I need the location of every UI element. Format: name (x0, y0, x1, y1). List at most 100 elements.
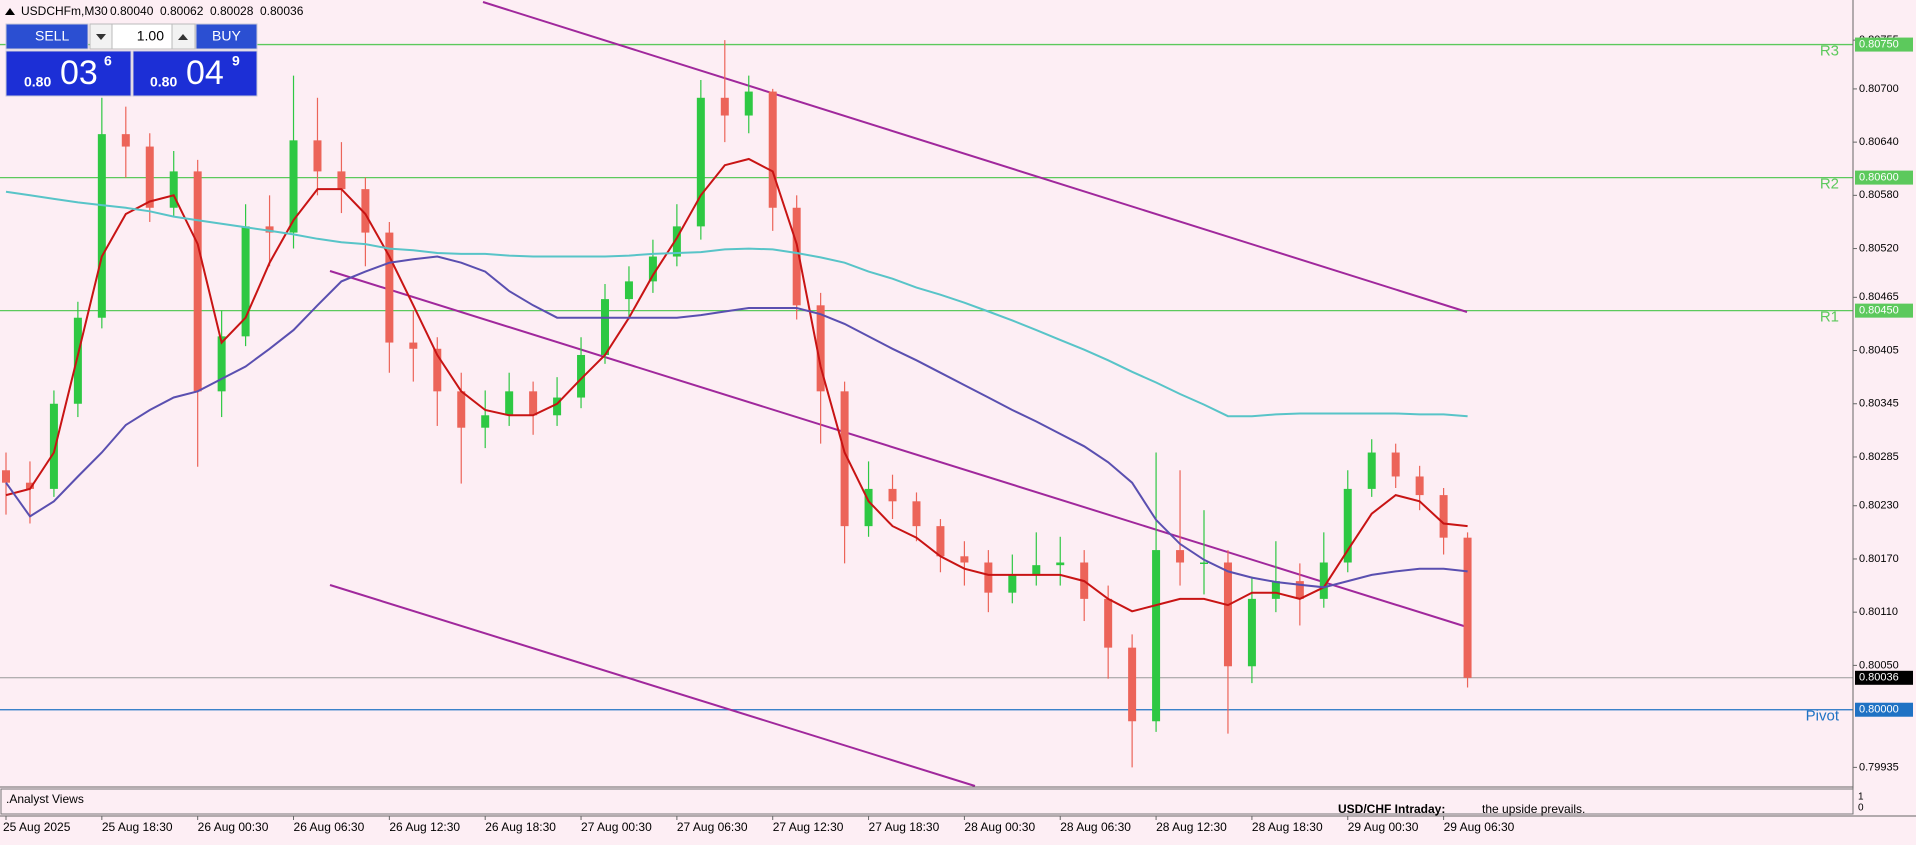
sell-label: SELL (35, 28, 69, 44)
trendline (482, 1, 1468, 313)
candle-body (1032, 565, 1041, 575)
ohlc-value: 0.80028 (210, 4, 254, 18)
candle-body (1343, 488, 1352, 563)
price-base: 0.80 (24, 74, 51, 90)
candle-body (1176, 550, 1185, 563)
candle-body (601, 299, 609, 355)
lot-input[interactable] (111, 23, 173, 50)
candle-body (1319, 562, 1328, 599)
ohlc-value: 0.80040 (110, 4, 154, 18)
last-price-label: 0.80036 (1859, 672, 1899, 684)
y-tick-label: 0.80285 (1859, 451, 1899, 463)
symbol: USDCHFm,M30 (21, 4, 108, 18)
y-tick-label: 0.80465 (1859, 291, 1899, 303)
lot-value: 1.00 (137, 28, 164, 44)
level-label: 0.80600 (1859, 172, 1899, 184)
price-big: 04 (186, 54, 224, 92)
x-tick-label: 27 Aug 18:30 (869, 820, 940, 834)
y-tick-label: 0.80580 (1859, 189, 1899, 201)
candle-body (1056, 562, 1065, 566)
candle-body (481, 415, 490, 428)
price-small: 6 (104, 53, 112, 69)
buy-price-box[interactable] (132, 50, 258, 97)
candle-body (289, 140, 298, 233)
candle-body (936, 526, 945, 557)
candle-body (145, 146, 154, 208)
candle-body (1223, 562, 1232, 667)
candle-body (672, 226, 681, 257)
analyst-title: .Analyst Views (6, 792, 84, 806)
candle-body (97, 134, 106, 318)
trade-panel: SELL 1.00 BUY 0.80 03 6 0.80 04 9 (5, 23, 258, 97)
x-tick-label: 25 Aug 2025 (3, 820, 71, 834)
candle-body (696, 97, 705, 227)
x-tick-label: 26 Aug 06:30 (294, 820, 365, 834)
y-tick-label: 0.80640 (1859, 136, 1899, 148)
y-tick-label: 0.80230 (1859, 500, 1899, 512)
indicator-line (5, 157, 1468, 613)
last-price-box (1855, 670, 1913, 685)
x-tick-label: 26 Aug 00:30 (198, 820, 269, 834)
ohlc-value: 0.80062 (160, 4, 204, 18)
y-tick-label: 0.80170 (1859, 553, 1899, 565)
candle-body (648, 256, 657, 282)
candle-body (864, 488, 873, 527)
candle-body (792, 207, 801, 306)
y-tick-label: 0.79935 (1859, 761, 1899, 773)
collapse-icon[interactable] (5, 8, 15, 15)
x-tick-label: 26 Aug 12:30 (389, 820, 460, 834)
trendline (329, 584, 976, 787)
price-big: 03 (60, 54, 98, 92)
candle-body (912, 501, 921, 527)
panel-scale: 0 (1858, 803, 1864, 814)
level-box (1855, 303, 1913, 318)
panel-scale: 1 (1858, 792, 1864, 803)
level-label: 0.80750 (1859, 38, 1899, 50)
analyst-panel (0, 788, 1854, 815)
candle-body (1415, 476, 1424, 496)
candle-body (121, 134, 130, 147)
candle-body (720, 97, 729, 116)
candle-body (2, 470, 10, 483)
candle-body (816, 305, 825, 392)
candle-body (984, 562, 993, 593)
candle-body (49, 403, 58, 489)
sell-button[interactable] (5, 23, 89, 50)
x-tick-label: 27 Aug 00:30 (581, 820, 652, 834)
candle-body (409, 342, 418, 349)
candle-body (241, 226, 250, 337)
candle-body (1008, 574, 1017, 593)
candle-body (888, 488, 897, 502)
x-tick-label: 28 Aug 18:30 (1252, 820, 1323, 834)
candle-body (577, 354, 586, 398)
y-tick-label: 0.80050 (1859, 659, 1899, 671)
buy-button[interactable] (195, 23, 258, 50)
candle-body (361, 189, 370, 233)
x-tick-label: 29 Aug 00:30 (1348, 820, 1419, 834)
x-tick-label: 28 Aug 12:30 (1156, 820, 1227, 834)
candle-body (529, 391, 538, 416)
candle-body (1104, 598, 1113, 648)
price-small: 9 (232, 53, 240, 69)
x-tick-label: 27 Aug 06:30 (677, 820, 748, 834)
indicator-line (5, 255, 1468, 589)
candle-body (768, 91, 777, 208)
candle-body (505, 391, 514, 416)
candle-body (553, 397, 562, 416)
candle-body (960, 556, 969, 563)
level-name: R1 (1820, 309, 1839, 326)
y-tick-label: 0.80700 (1859, 83, 1899, 95)
candle-body (337, 171, 346, 190)
sell-price-box[interactable] (5, 50, 132, 97)
y-tick-label: 0.80405 (1859, 344, 1899, 356)
down-arrow (96, 34, 106, 40)
candle-body (1247, 598, 1256, 667)
x-tick-label: 27 Aug 12:30 (773, 820, 844, 834)
level-label: 0.80000 (1859, 704, 1899, 716)
level-label: 0.80450 (1859, 305, 1899, 317)
price-base: 0.80 (150, 74, 177, 90)
level-name: Pivot (1806, 708, 1840, 725)
trendlines (329, 1, 1468, 787)
